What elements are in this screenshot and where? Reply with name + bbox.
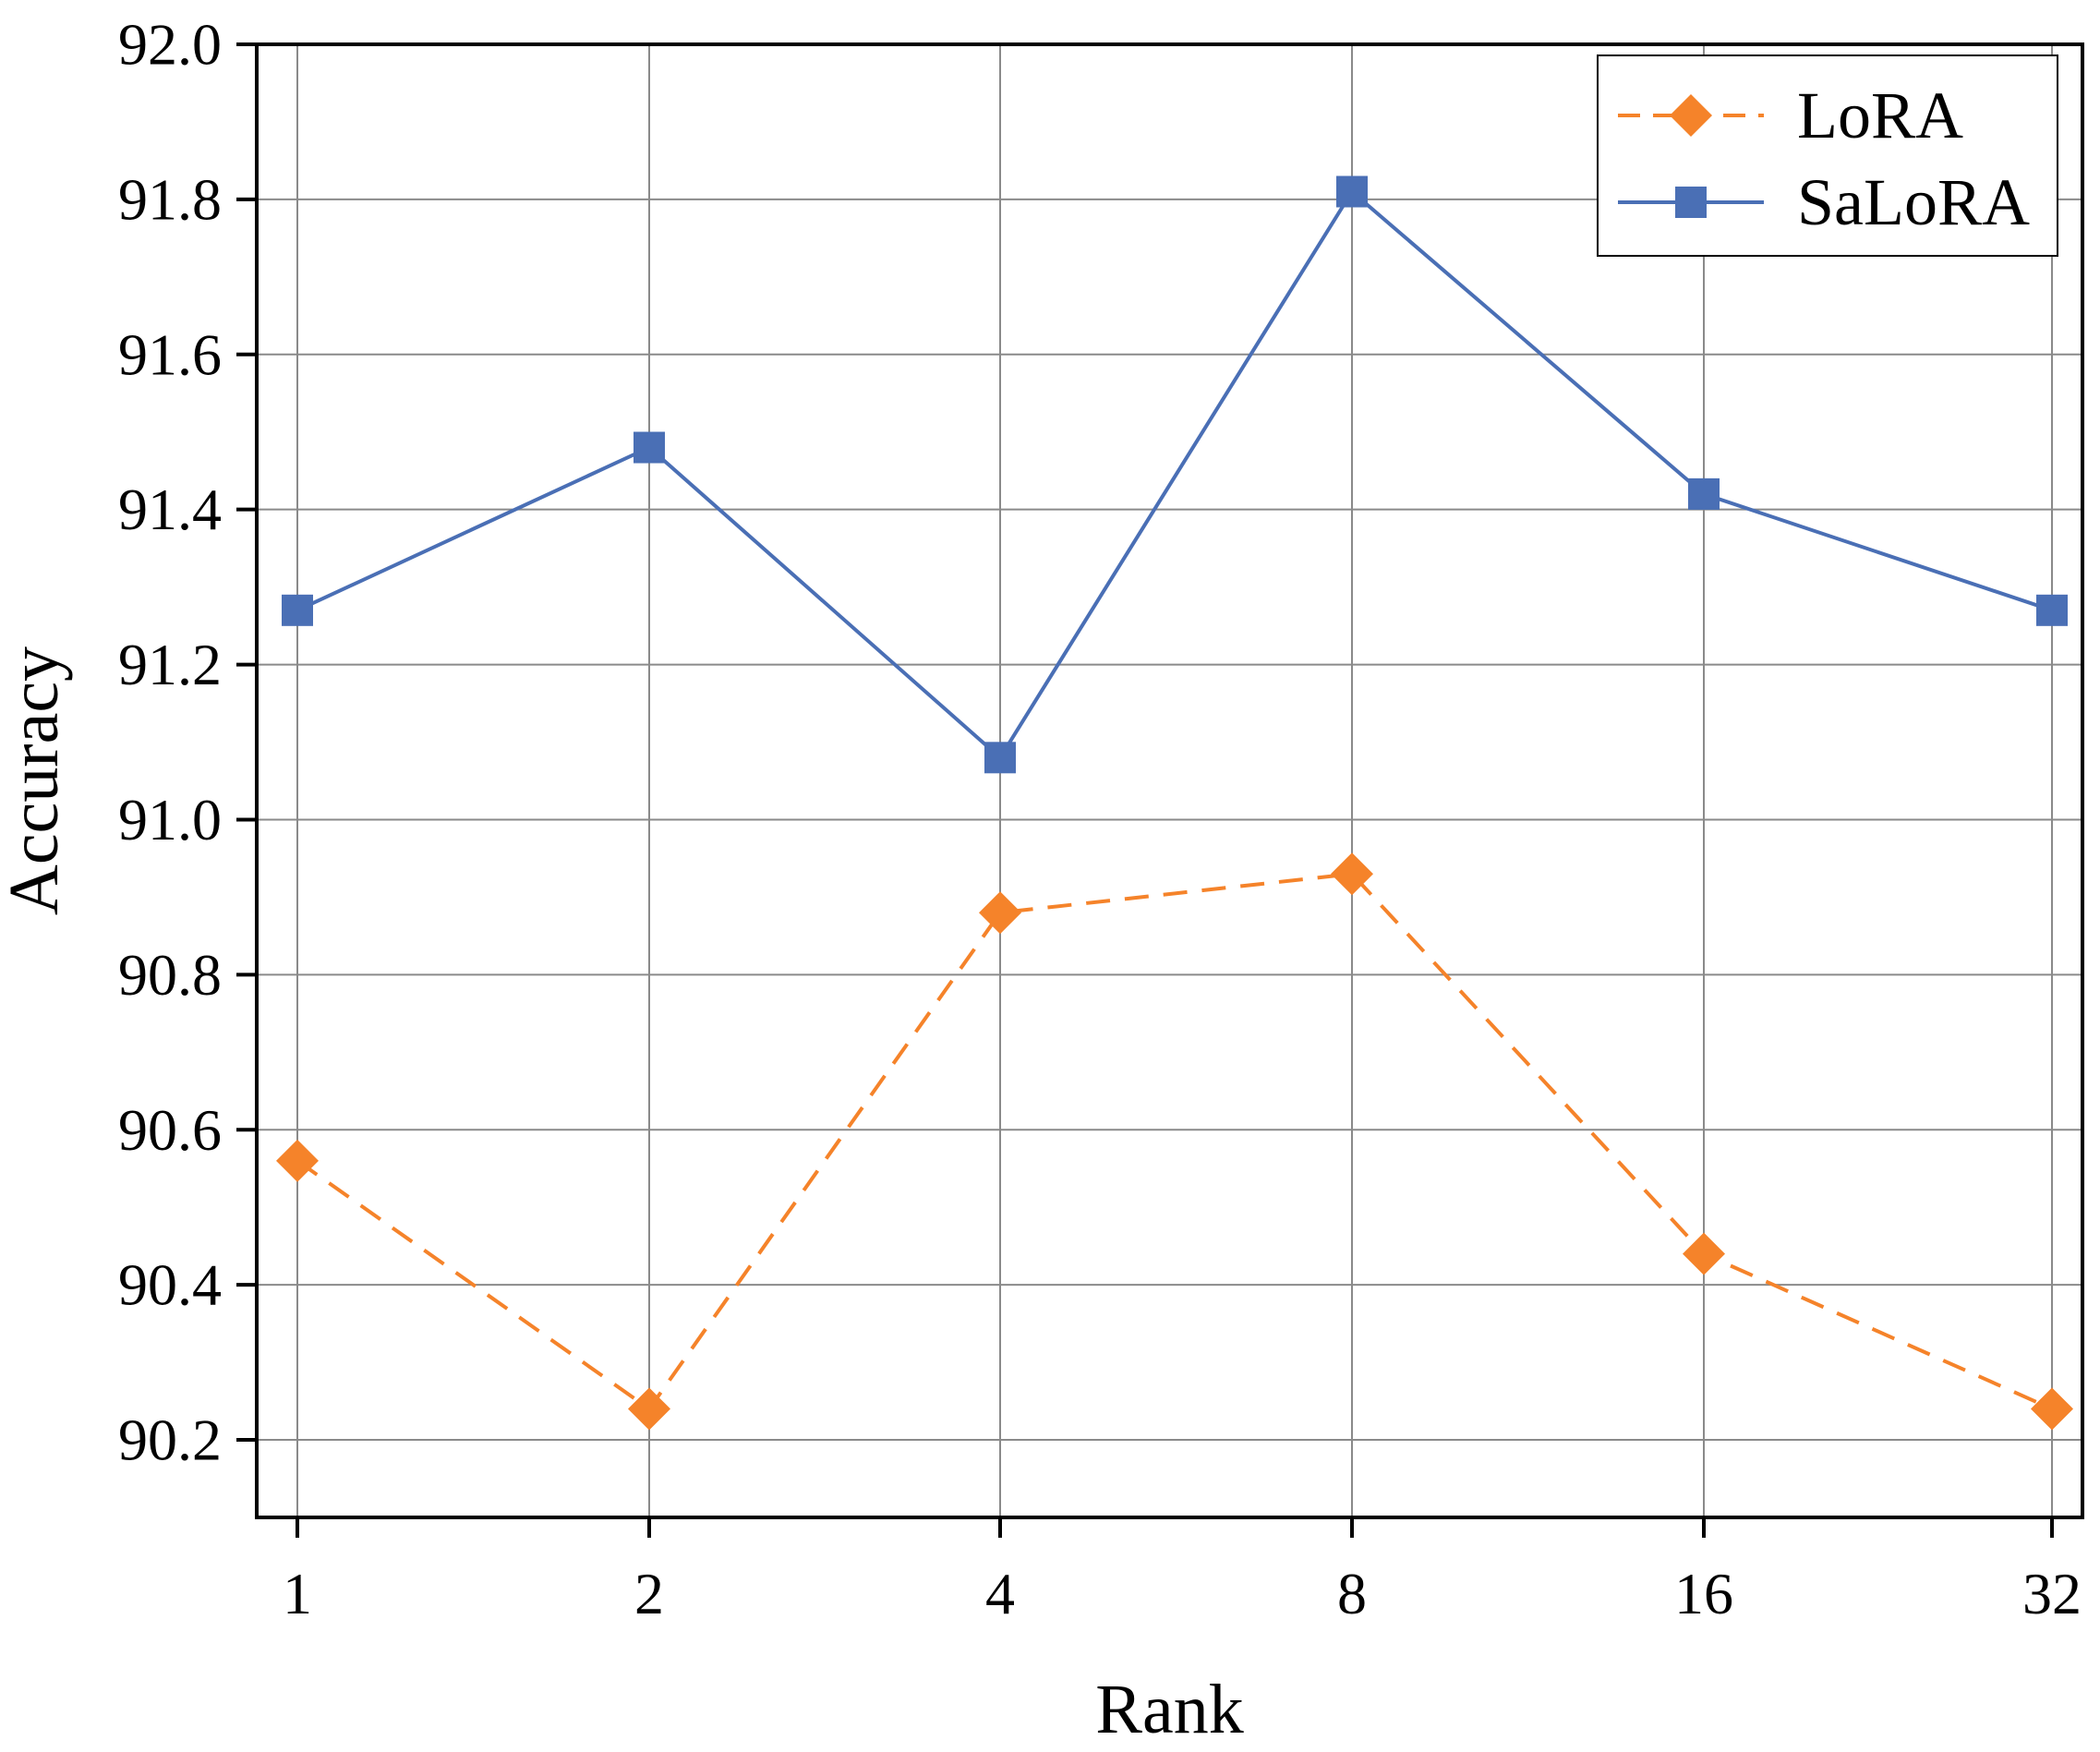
y-tick-label-91-8: 91.8 (118, 166, 222, 232)
legend-marker-lora (1670, 94, 1712, 137)
series-salora (282, 175, 2068, 774)
y-tick-label-91-2: 91.2 (118, 632, 222, 697)
y-tick-label-90-6: 90.6 (118, 1097, 222, 1163)
x-tick-label-2: 2 (634, 1561, 664, 1626)
point-lora-8 (1331, 852, 1373, 896)
point-salora-4 (984, 742, 1016, 774)
x-tick-label-16: 16 (1674, 1561, 1733, 1626)
series-lora (276, 852, 2073, 1431)
x-tick-label-4: 4 (985, 1561, 1015, 1626)
legend-marker-salora (1675, 187, 1707, 218)
x-tick-label-32: 32 (2022, 1561, 2082, 1626)
plot-frame (255, 42, 2084, 1519)
series-line-salora (296, 189, 2053, 760)
y-tick-label-92-0: 92.0 (118, 12, 222, 78)
y-tick-label-91-6: 91.6 (118, 321, 222, 387)
y-tick-label-90-4: 90.4 (118, 1252, 222, 1318)
y-tick-label-91-0: 91.0 (118, 787, 222, 852)
x-axis-title: Rank (1095, 1671, 1243, 1748)
point-salora-16 (1688, 477, 1720, 510)
x-tick-label-8: 8 (1337, 1561, 1367, 1626)
point-salora-32 (2036, 594, 2068, 626)
y-tick-label-91-4: 91.4 (118, 477, 222, 542)
legend-label-salora: SaLoRA (1797, 165, 2030, 239)
series-layer (276, 175, 2073, 1431)
y-axis: 90.2 90.4 90.6 90.8 91.0 91.2 91.4 91.6 91.8 92.0 (118, 12, 257, 1473)
point-lora-1 (276, 1139, 319, 1182)
point-lora-16 (1683, 1232, 1725, 1275)
legend-item-lora: LoRA (1618, 79, 1963, 152)
grid (257, 43, 2082, 1517)
series-line-lora (296, 872, 2053, 1411)
point-lora-4 (979, 891, 1021, 935)
y-tick-label-90-8: 90.8 (118, 942, 222, 1008)
point-lora-32 (2031, 1387, 2073, 1431)
point-lora-2 (628, 1387, 670, 1431)
legend-box (1597, 54, 2058, 257)
y-axis-title: Accuracy (0, 646, 73, 915)
point-salora-1 (282, 594, 313, 626)
point-salora-8 (1336, 175, 1368, 208)
point-salora-2 (634, 431, 665, 464)
y-tick-label-90-2: 90.2 (118, 1408, 222, 1473)
legend-label-lora: LoRA (1797, 79, 1963, 152)
legend-item-salora: SaLoRA (1618, 165, 2030, 239)
legend: LoRA SaLoRA (1597, 54, 2058, 257)
x-axis: 1 2 4 8 16 32 (283, 1517, 2082, 1626)
x-tick-label-1: 1 (283, 1561, 312, 1626)
